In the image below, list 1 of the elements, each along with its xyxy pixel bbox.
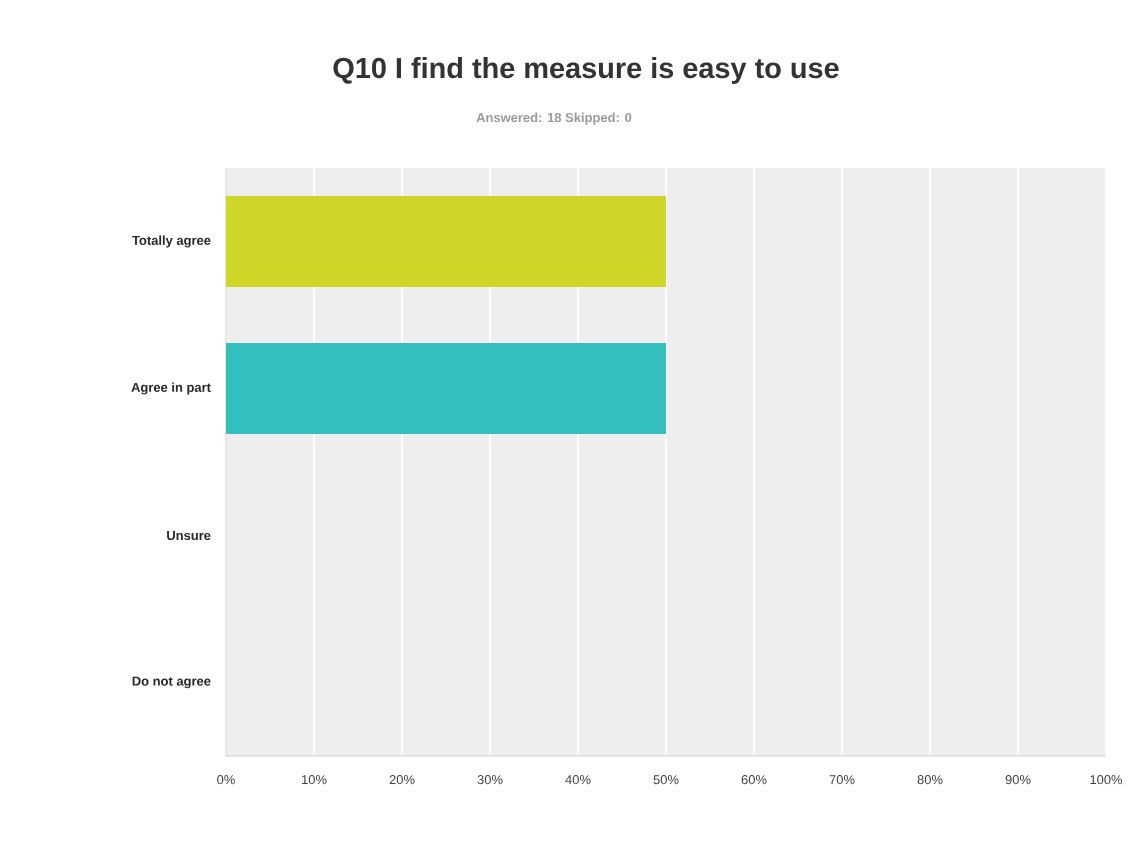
chart-title: Q10 I find the measure is easy to use bbox=[333, 57, 839, 84]
